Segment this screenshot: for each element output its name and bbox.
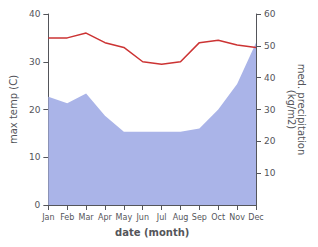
svg-text:20: 20 <box>29 105 41 115</box>
svg-text:med. precipitation: med. precipitation <box>295 63 307 156</box>
svg-text:Oct: Oct <box>211 213 225 222</box>
svg-text:Nov: Nov <box>229 213 245 222</box>
svg-text:max temp (C): max temp (C) <box>8 75 19 144</box>
svg-text:Apr: Apr <box>98 213 113 222</box>
svg-text:30: 30 <box>264 105 276 115</box>
svg-text:Aug: Aug <box>173 213 189 222</box>
svg-text:60: 60 <box>264 9 276 19</box>
svg-text:Jun: Jun <box>135 213 149 222</box>
svg-text:40: 40 <box>29 9 41 19</box>
svg-text:Dec: Dec <box>248 213 263 222</box>
svg-text:Sep: Sep <box>192 213 207 222</box>
svg-text:20: 20 <box>264 136 276 146</box>
svg-text:0: 0 <box>35 200 41 210</box>
svg-text:10: 10 <box>264 168 276 178</box>
svg-text:30: 30 <box>29 57 41 67</box>
svg-text:Jul: Jul <box>156 213 167 222</box>
svg-text:date (month): date (month) <box>115 227 189 238</box>
svg-text:50: 50 <box>264 41 276 51</box>
svg-text:Mar: Mar <box>79 213 95 222</box>
svg-text:Jan: Jan <box>41 213 54 222</box>
svg-text:10: 10 <box>29 152 41 162</box>
svg-text:40: 40 <box>264 73 276 83</box>
svg-text:(kg/m2): (kg/m2) <box>286 90 297 130</box>
svg-text:May: May <box>116 213 133 222</box>
svg-text:Feb: Feb <box>60 213 74 222</box>
